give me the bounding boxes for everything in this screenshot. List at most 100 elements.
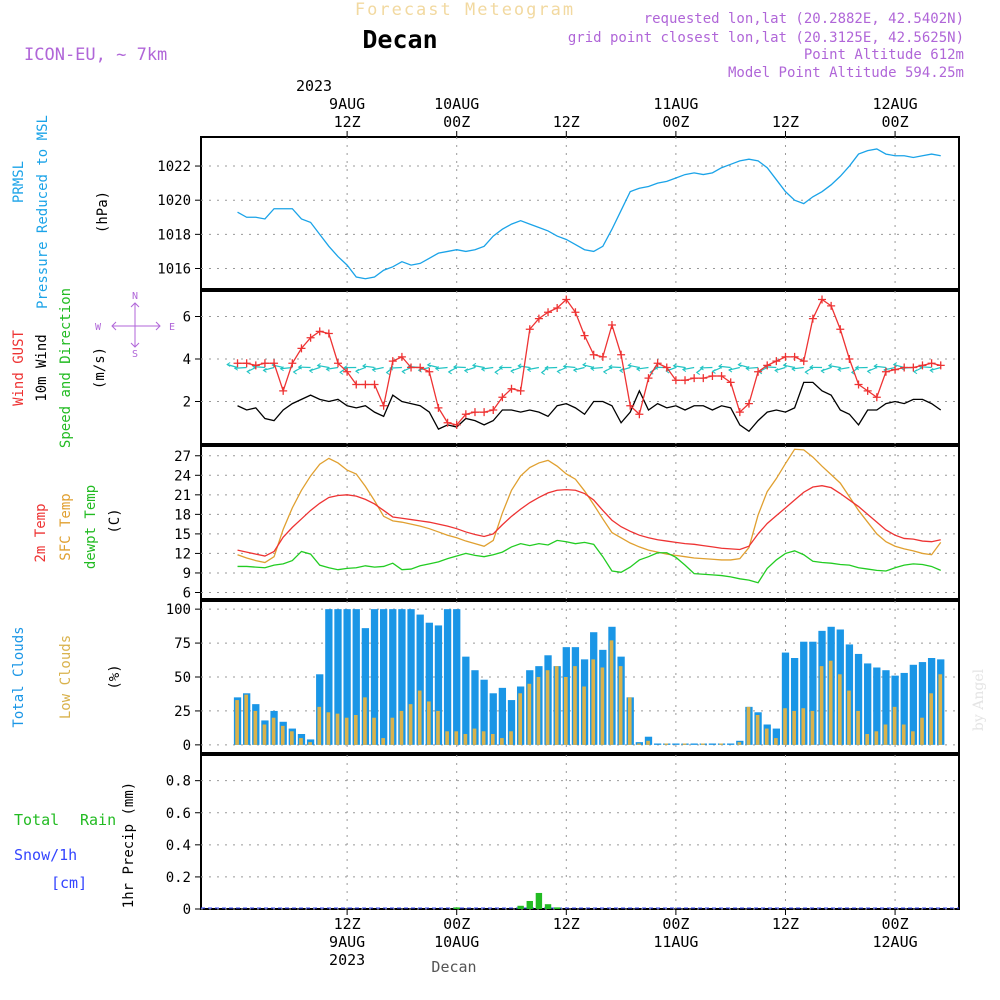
wind-arrow-head xyxy=(544,365,549,371)
low-cloud-bar xyxy=(637,743,641,745)
y-tick-label: 1022 xyxy=(157,159,191,175)
wind-arrow xyxy=(590,366,603,370)
low-cloud-bar xyxy=(527,683,532,745)
wind-arrow-head xyxy=(804,369,809,375)
gust-point xyxy=(315,327,324,336)
footer-location: Decan xyxy=(431,958,476,976)
panel-frame-temp xyxy=(200,445,960,600)
gust-point xyxy=(717,372,726,380)
gust-point xyxy=(909,363,918,372)
low-cloud-bar xyxy=(317,706,322,745)
low-cloud-bar xyxy=(627,697,632,745)
total-cloud-bar xyxy=(900,672,908,745)
gust-point xyxy=(790,352,799,361)
gust-point xyxy=(361,380,370,389)
wind-arrow-head xyxy=(873,363,878,369)
top-tick-date: 10AUG xyxy=(434,95,479,113)
gust-point xyxy=(534,314,543,323)
bottom-tick-date: 11AUG xyxy=(653,933,698,951)
low-cloud-bar xyxy=(417,690,422,745)
wind-arrow xyxy=(718,365,731,369)
gust-point xyxy=(653,359,662,368)
y-tick-label: 0.8 xyxy=(166,774,191,790)
y-tick-label: 0.6 xyxy=(166,806,191,822)
low-cloud-bar xyxy=(892,706,897,745)
wind-arrow-head xyxy=(226,362,231,367)
top-tick-label: 00Z xyxy=(662,113,689,131)
credit-watermark: by Angel xyxy=(971,668,987,731)
top-tick-label: 12Z xyxy=(772,113,799,131)
y-tick-label: 1020 xyxy=(157,193,191,209)
low-cloud-bar xyxy=(564,677,568,745)
gust-point xyxy=(845,355,854,363)
gust-point xyxy=(754,367,763,376)
total-cloud-bar xyxy=(882,670,890,745)
low-cloud-bar xyxy=(463,734,468,745)
bottom-tick-label: 12Z xyxy=(772,915,799,933)
wind-arrow-head xyxy=(262,367,267,373)
wind-arrow-head xyxy=(325,366,330,372)
wind-speed-dir-label: Speed and Direction xyxy=(58,288,74,448)
bottom-tick-label: 00Z xyxy=(443,915,470,933)
gust-point xyxy=(425,367,434,376)
y-tick-label: 12 xyxy=(174,546,191,562)
gust-point xyxy=(333,359,342,368)
wind-arrow-head xyxy=(774,368,779,373)
pressure-desc-label: Pressure Reduced to MSL xyxy=(35,115,51,309)
y-tick-label: 25 xyxy=(174,704,191,720)
low-cloud-bar xyxy=(847,690,851,745)
rain-bar xyxy=(544,904,552,909)
wind-arrow-head xyxy=(619,368,624,374)
gust-point xyxy=(589,350,598,359)
rain-bar xyxy=(535,892,543,909)
total-cloud-bar xyxy=(653,743,662,745)
location-title: Decan xyxy=(362,25,437,54)
wind-arrow xyxy=(563,365,576,369)
prmsl-label: PRMSL xyxy=(11,161,27,203)
gust-point xyxy=(480,408,489,417)
low-cloud-bar xyxy=(810,710,815,745)
wind-arrow-head xyxy=(809,364,814,370)
total-cloud-bar xyxy=(334,609,342,745)
gust-point xyxy=(781,352,790,361)
total-cloud-bar xyxy=(471,670,479,745)
wind-arrow-head xyxy=(681,367,687,372)
wind-arrow-head xyxy=(401,369,406,375)
gust-point xyxy=(854,380,863,389)
gust-point xyxy=(681,376,690,385)
wind-arrow-head xyxy=(540,370,545,376)
y-tick-label: 0 xyxy=(183,902,191,918)
wind-arrow-head xyxy=(371,367,376,373)
wind-arrow-head xyxy=(854,365,859,371)
gust-point xyxy=(571,308,580,317)
low-cloud-bar xyxy=(837,674,842,745)
gust-point xyxy=(407,363,416,372)
gust-point xyxy=(270,359,279,368)
wind-arrow xyxy=(930,366,941,371)
total-cloud-bar xyxy=(343,609,351,745)
wind-arrow-head xyxy=(562,363,567,369)
gust-point xyxy=(763,361,772,370)
low-cloud-bar xyxy=(828,660,833,745)
gust-point xyxy=(735,408,744,417)
wind-arrow-head xyxy=(447,369,452,375)
y-tick-label: 24 xyxy=(174,468,191,484)
wind-arrow-head xyxy=(627,362,632,368)
low-cloud-bar xyxy=(591,659,596,745)
gust-point xyxy=(242,359,251,368)
total-cloud-bar xyxy=(909,664,917,745)
wind-arrow-head xyxy=(362,363,367,369)
total-cloud-bar xyxy=(398,609,406,745)
gust-point xyxy=(936,361,945,370)
gust-point xyxy=(808,314,817,323)
low-cloud-bar xyxy=(682,743,687,745)
total-cloud-bar xyxy=(416,614,424,745)
wind-arrow-head xyxy=(636,366,641,372)
total-cloud-bar xyxy=(864,663,872,745)
gust-point xyxy=(708,372,717,380)
wind-arrow-head xyxy=(929,367,934,373)
temperature-panel: 2m Temp SFC Temp dewpt Temp (C) 6 9 12 15 18… xyxy=(33,446,959,601)
